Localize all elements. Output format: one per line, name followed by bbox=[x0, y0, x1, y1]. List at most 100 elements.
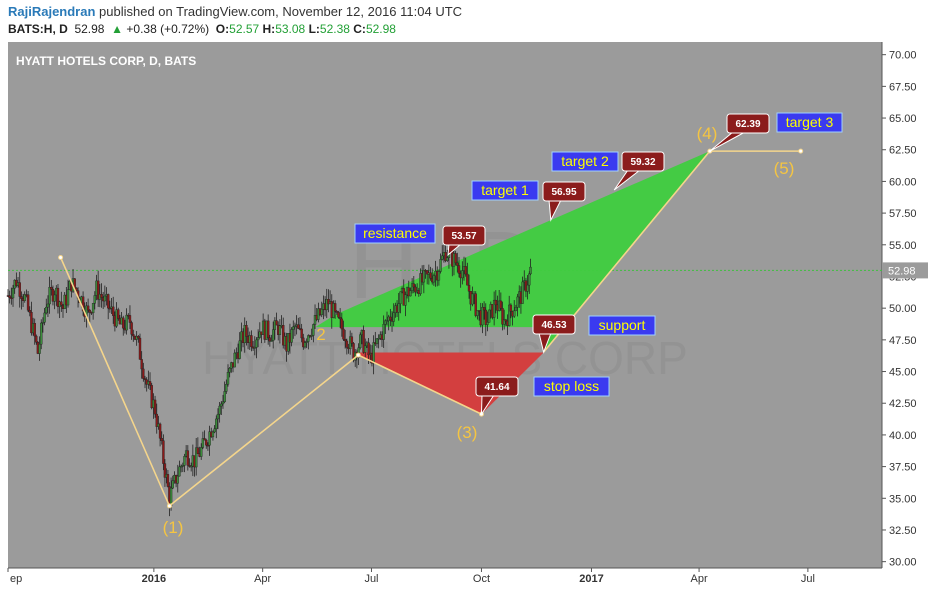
candle-body bbox=[86, 305, 90, 311]
candle-body bbox=[454, 253, 457, 264]
candle-body bbox=[461, 270, 464, 279]
candle-body bbox=[441, 255, 444, 260]
candle-body bbox=[362, 330, 365, 353]
label-box bbox=[354, 223, 436, 244]
price-axis-panel bbox=[882, 42, 928, 568]
annotation-target-3: 62.39 target 3 bbox=[709, 112, 843, 152]
candle-body bbox=[206, 444, 210, 447]
candle-body bbox=[404, 294, 407, 306]
value-box bbox=[532, 314, 576, 335]
wave-label: (5) bbox=[774, 159, 795, 178]
open-value: 52.57 bbox=[229, 22, 260, 36]
candle-body bbox=[437, 271, 441, 281]
candle-body bbox=[66, 289, 70, 306]
candle-body bbox=[474, 293, 477, 316]
y-tick-label: 35.00 bbox=[889, 493, 917, 505]
candle-body bbox=[181, 465, 185, 467]
candle-body bbox=[45, 306, 48, 314]
x-tick-label: ep bbox=[10, 573, 22, 585]
y-tick-label: 62.50 bbox=[889, 145, 917, 157]
y-tick-label: 67.50 bbox=[889, 81, 917, 93]
candle-body bbox=[250, 335, 253, 348]
candle-body bbox=[225, 384, 228, 392]
candle-body bbox=[41, 321, 45, 324]
candle-body bbox=[108, 307, 112, 310]
value-box bbox=[621, 151, 665, 172]
low-value: 52.38 bbox=[319, 22, 350, 36]
candle-body bbox=[508, 304, 511, 326]
candle-body bbox=[228, 367, 231, 373]
value-box bbox=[542, 181, 586, 202]
candle-body bbox=[481, 307, 484, 326]
candle-body bbox=[290, 329, 293, 343]
candle-body bbox=[305, 341, 308, 343]
x-tick-label: Apr bbox=[254, 573, 271, 585]
candle-body bbox=[43, 312, 46, 323]
y-tick-label: 60.00 bbox=[889, 176, 917, 188]
candle-body bbox=[196, 447, 200, 454]
candle-body bbox=[256, 337, 260, 341]
candle-body bbox=[183, 456, 186, 466]
candle-body bbox=[176, 475, 179, 484]
annotation-stop-loss: 41.64 stop loss bbox=[475, 376, 610, 416]
wave-label: (3) bbox=[457, 423, 478, 442]
candle-body bbox=[201, 438, 205, 448]
candle-body bbox=[494, 299, 498, 306]
value-box-label: 46.53 bbox=[541, 320, 566, 331]
label-box bbox=[551, 151, 619, 172]
candle-body bbox=[372, 342, 375, 364]
candle-body bbox=[103, 295, 107, 302]
label-box-text: target 3 bbox=[786, 114, 834, 130]
high-value: 53.08 bbox=[275, 22, 306, 36]
candle-body bbox=[446, 257, 449, 261]
candle-body bbox=[338, 317, 342, 320]
candle-body bbox=[487, 309, 491, 323]
candle-body bbox=[148, 381, 152, 386]
candle-body bbox=[307, 335, 310, 342]
candle-body bbox=[270, 340, 273, 342]
label-box bbox=[471, 180, 539, 201]
candle-body bbox=[392, 312, 395, 322]
candle-body bbox=[466, 273, 469, 286]
y-tick-label: 57.50 bbox=[889, 208, 917, 220]
candle-body bbox=[128, 315, 132, 323]
x-tick-label: 2016 bbox=[142, 573, 166, 585]
candle-body bbox=[359, 334, 362, 349]
y-tick-label: 30.00 bbox=[889, 557, 917, 569]
candle-body bbox=[476, 310, 479, 316]
candle-body bbox=[205, 439, 208, 446]
candle-body bbox=[238, 340, 241, 359]
candle-body bbox=[18, 282, 21, 297]
candle-body bbox=[528, 273, 531, 286]
candle-body bbox=[432, 275, 436, 283]
candle-body bbox=[486, 322, 489, 325]
label-box bbox=[776, 112, 843, 133]
target-zone bbox=[315, 151, 710, 353]
candle-body bbox=[457, 265, 461, 274]
candle-body bbox=[226, 371, 230, 385]
candle-body bbox=[312, 324, 315, 336]
label-box bbox=[533, 376, 610, 397]
time-axis-panel bbox=[8, 568, 882, 591]
value-box-label: 62.39 bbox=[735, 119, 760, 130]
x-tick-label: Jul bbox=[364, 573, 378, 585]
x-tick-label: Oct bbox=[473, 573, 490, 585]
candle-body bbox=[112, 306, 115, 316]
author-link[interactable]: RajiRajendran bbox=[8, 4, 96, 19]
last-price-tag-label: 52.98 bbox=[888, 265, 916, 277]
candle-body bbox=[178, 466, 181, 477]
candle-body bbox=[414, 286, 417, 293]
candle-body bbox=[140, 359, 143, 370]
candle-body bbox=[138, 337, 142, 360]
candle-body bbox=[300, 328, 303, 339]
candle-body bbox=[325, 299, 328, 311]
y-tick-label: 32.50 bbox=[889, 525, 917, 537]
candle-body bbox=[194, 447, 198, 468]
candle-body bbox=[35, 335, 38, 343]
candle-body bbox=[504, 319, 508, 322]
candle-body bbox=[492, 299, 496, 318]
candle-body bbox=[20, 296, 23, 299]
candle-body bbox=[350, 336, 354, 344]
candle-body bbox=[40, 322, 43, 345]
